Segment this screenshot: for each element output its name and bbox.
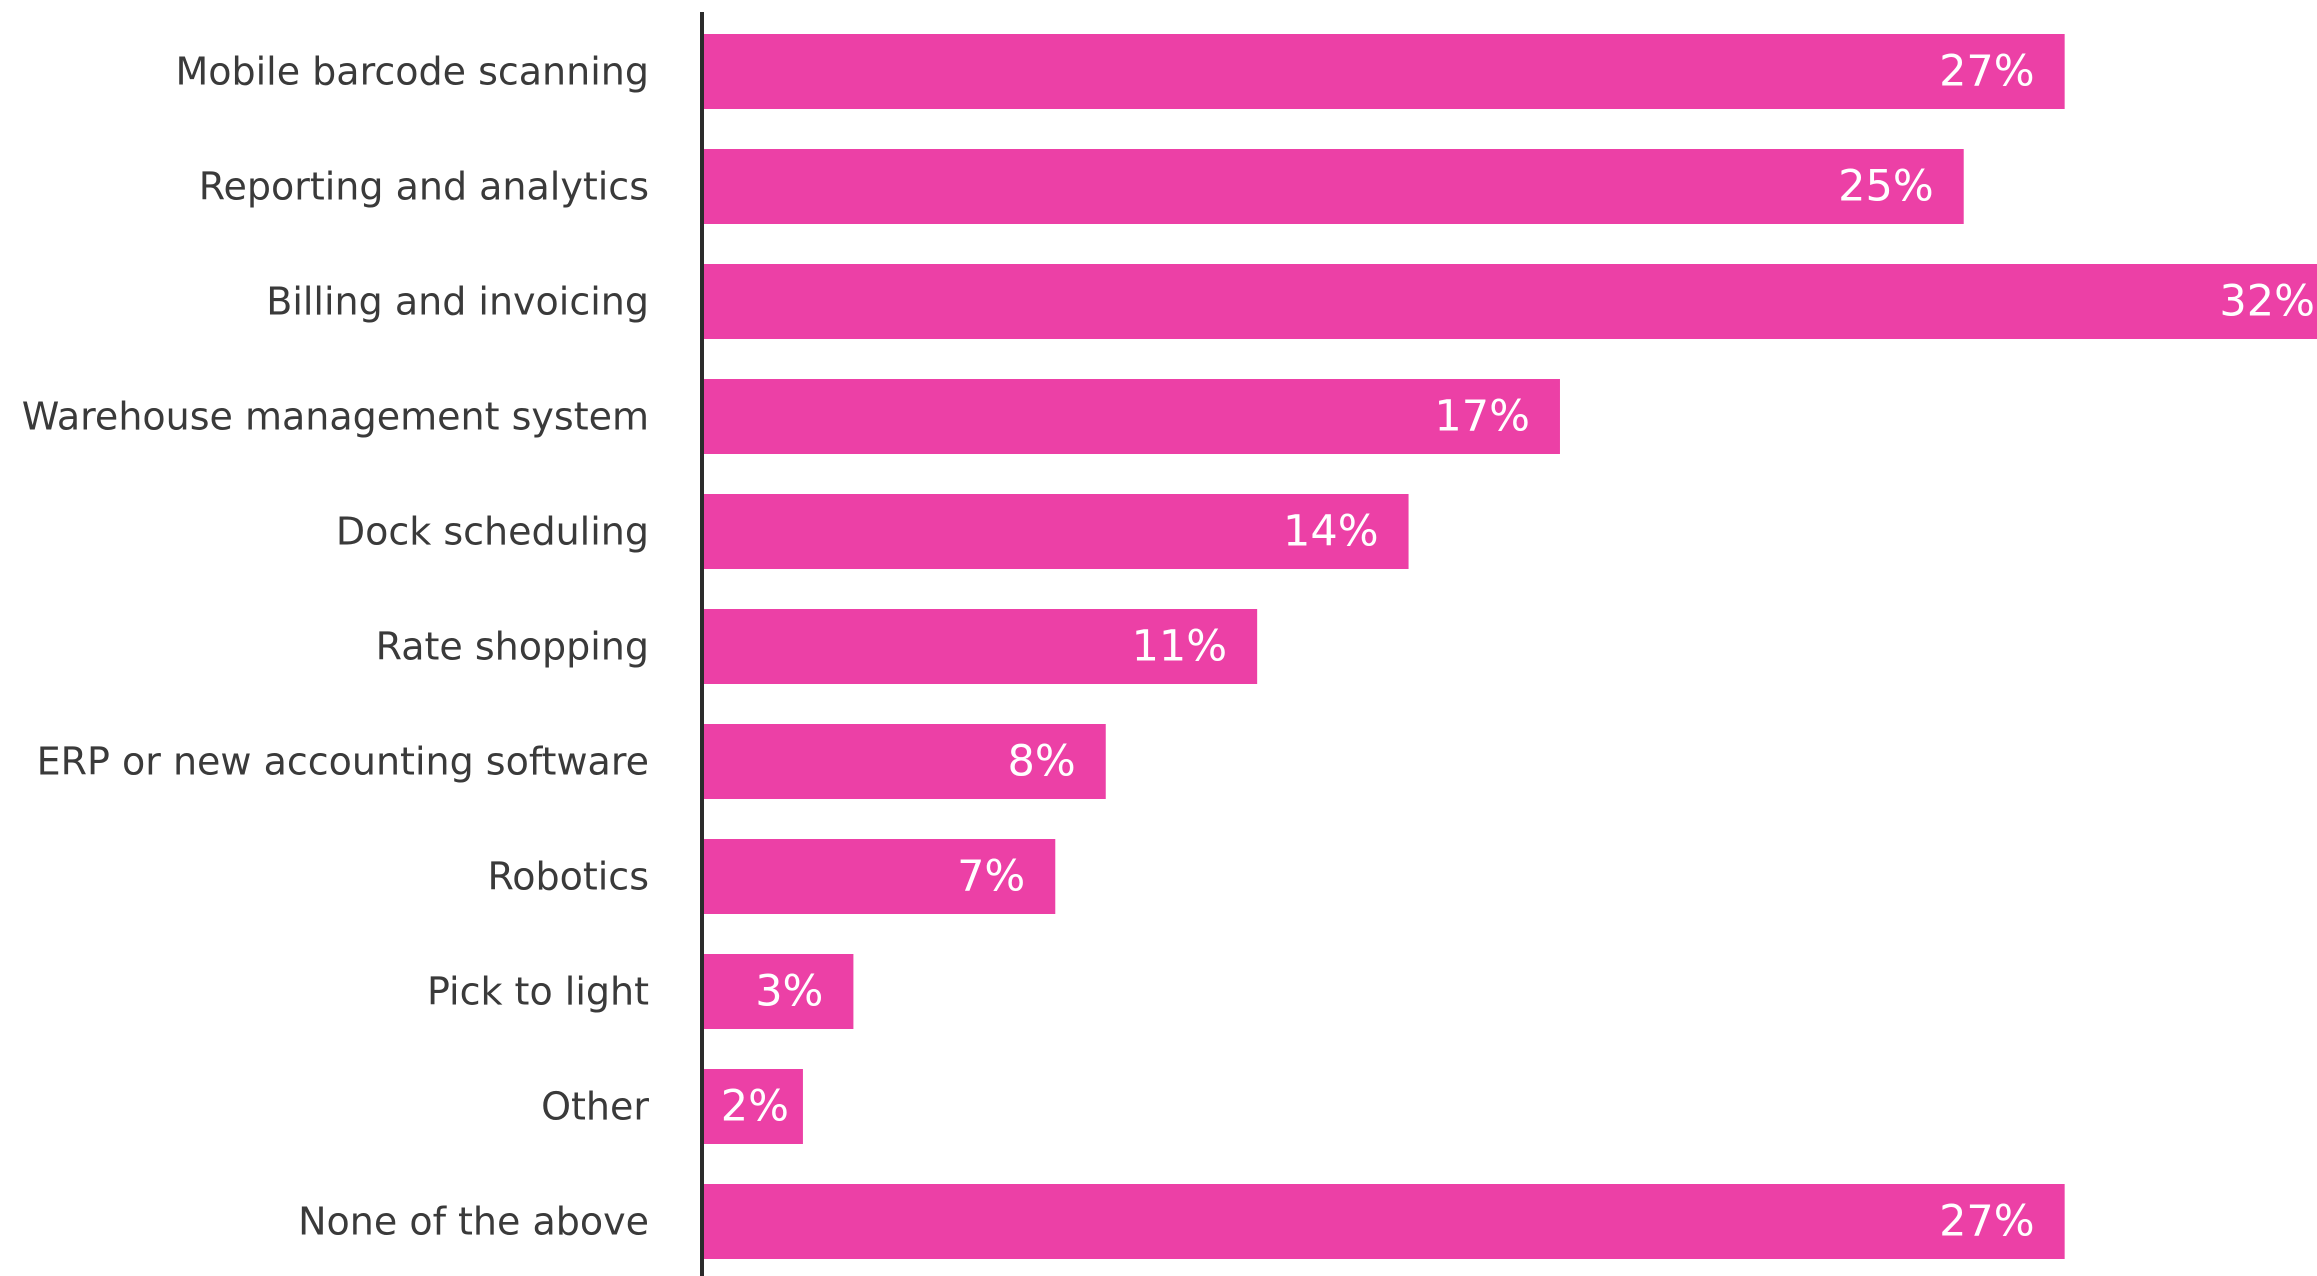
category-labels-group: Mobile barcode scanning Reporting and ana… — [22, 50, 650, 1244]
bar-none-of-the-above — [702, 1184, 2065, 1259]
bar-billing-and-invoicing — [702, 264, 2317, 339]
category-label-reporting-and-analytics: Reporting and analytics — [199, 165, 649, 209]
category-label-erp-or-new-accounting-software: ERP or new accounting software — [37, 740, 649, 784]
bar-dock-scheduling — [702, 494, 1409, 569]
bar-other — [702, 1069, 803, 1144]
bar-warehouse-management-system — [702, 379, 1560, 454]
bar-erp-or-new-accounting-software — [702, 724, 1106, 799]
category-label-other: Other — [541, 1085, 649, 1129]
category-label-warehouse-management-system: Warehouse management system — [22, 395, 649, 439]
bar-reporting-and-analytics — [702, 149, 1964, 224]
category-label-none-of-the-above: None of the above — [298, 1200, 649, 1244]
bar-mobile-barcode-scanning — [702, 34, 2065, 109]
category-label-dock-scheduling: Dock scheduling — [336, 510, 649, 554]
value-label-none-of-the-above: 27% — [1939, 1197, 2035, 1247]
category-label-rate-shopping: Rate shopping — [376, 625, 649, 669]
value-label-erp-or-new-accounting-software: 8% — [1008, 737, 1076, 787]
value-label-warehouse-management-system: 17% — [1434, 392, 1530, 442]
value-label-other: 2% — [721, 1082, 789, 1132]
value-labels-group: 27% 25% 32% 17% 14% 11% 8% 7% 3% 2% 27% — [721, 47, 2315, 1247]
value-label-reporting-and-analytics: 25% — [1838, 162, 1934, 212]
value-label-dock-scheduling: 14% — [1283, 507, 1379, 557]
value-label-billing-and-invoicing: 32% — [2219, 277, 2315, 327]
value-label-robotics: 7% — [957, 852, 1025, 902]
category-label-robotics: Robotics — [488, 855, 649, 899]
category-label-pick-to-light: Pick to light — [427, 970, 649, 1014]
bar-pick-to-light — [702, 954, 854, 1029]
bars-group — [702, 34, 2317, 1259]
value-label-mobile-barcode-scanning: 27% — [1939, 47, 2035, 97]
bar-rate-shopping — [702, 609, 1258, 684]
value-label-rate-shopping: 11% — [1132, 622, 1228, 672]
category-label-billing-and-invoicing: Billing and invoicing — [266, 280, 649, 324]
category-label-mobile-barcode-scanning: Mobile barcode scanning — [175, 50, 649, 94]
value-label-pick-to-light: 3% — [755, 967, 823, 1017]
bar-robotics — [702, 839, 1056, 914]
